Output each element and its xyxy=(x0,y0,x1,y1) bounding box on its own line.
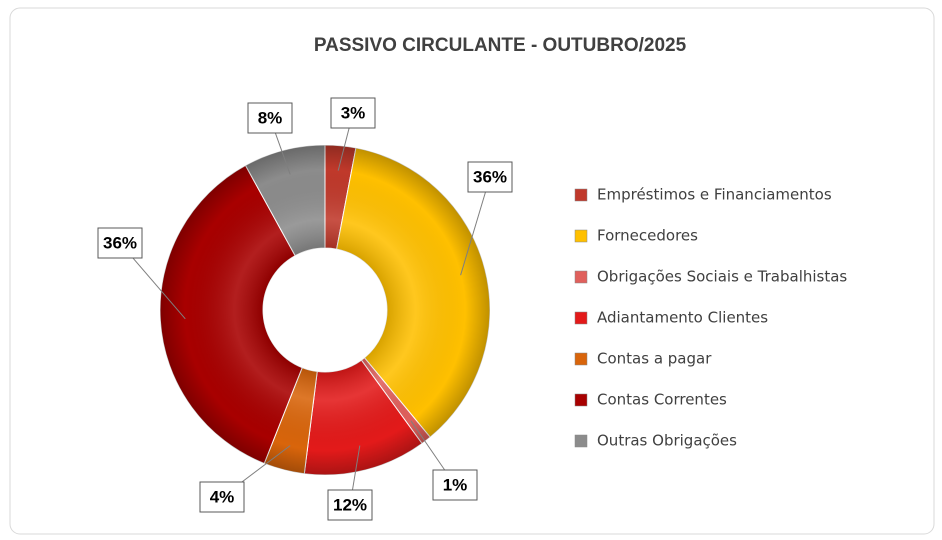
legend-label: Contas a pagar xyxy=(597,350,712,368)
leader-line xyxy=(460,176,491,276)
legend-label: Outras Obrigações xyxy=(597,432,737,450)
data-label: 36% xyxy=(103,233,137,252)
data-label: 3% xyxy=(341,103,366,122)
legend-label: Empréstimos e Financiamentos xyxy=(597,186,832,204)
data-label-box xyxy=(97,227,143,259)
data-label: 36% xyxy=(473,167,507,186)
hole xyxy=(263,248,387,372)
legend-swatch xyxy=(574,352,588,366)
data-label-box xyxy=(199,481,245,513)
legend-swatch xyxy=(574,311,588,325)
legend-swatch xyxy=(574,270,588,284)
legend-label: Obrigações Sociais e Trabalhistas xyxy=(597,268,847,286)
data-label-box xyxy=(330,97,376,129)
legend-swatch xyxy=(574,229,588,243)
data-label-box xyxy=(467,161,513,193)
legend-swatch xyxy=(574,188,588,202)
legend-swatch xyxy=(574,434,588,448)
legend-label: Adiantamento Clientes xyxy=(597,309,768,327)
data-label-box xyxy=(247,102,293,134)
legend-label: Contas Correntes xyxy=(597,391,727,409)
data-label: 8% xyxy=(258,108,283,127)
data-label: 1% xyxy=(443,475,468,494)
chart-title: PASSIVO CIRCULANTE - OUTUBRO/2025 xyxy=(314,35,687,56)
data-label-box xyxy=(432,469,478,501)
data-label: 12% xyxy=(333,495,367,514)
data-label-box xyxy=(327,489,373,521)
data-label: 4% xyxy=(210,487,235,506)
legend-swatch xyxy=(574,393,588,407)
legend-label: Fornecedores xyxy=(597,227,698,245)
